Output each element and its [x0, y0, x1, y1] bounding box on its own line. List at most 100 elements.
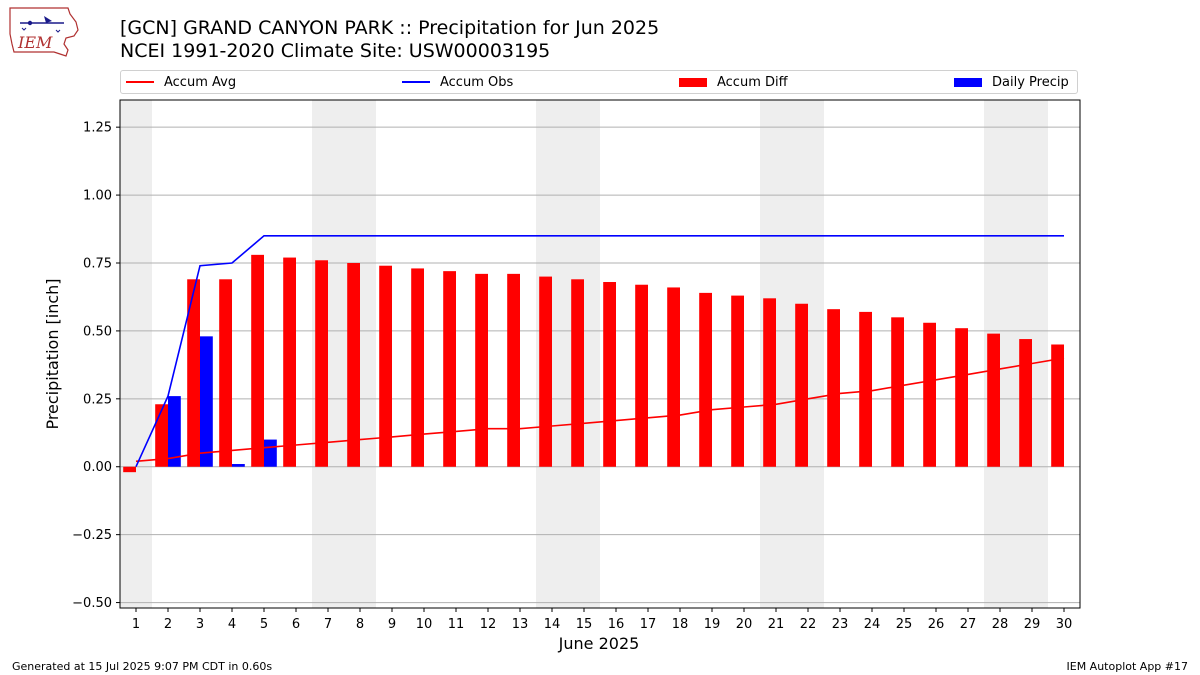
bar-accum-diff — [667, 287, 680, 467]
bar-accum-diff — [1051, 344, 1064, 467]
bar-accum-diff — [891, 317, 904, 467]
x-tick-label: 6 — [292, 617, 300, 632]
chart-subtitle: NCEI 1991-2020 Climate Site: USW00003195 — [120, 40, 551, 62]
chart-legend: Accum Avg Accum Obs Accum Diff Daily Pre… — [120, 70, 1078, 94]
x-tick-label: 25 — [896, 617, 913, 632]
bar-accum-diff — [923, 322, 936, 467]
legend-swatch-accum-diff — [679, 77, 707, 87]
bar-accum-diff — [763, 298, 776, 467]
bar-accum-diff — [635, 284, 648, 467]
x-tick-label: 2 — [164, 617, 172, 632]
weekend-shade-0 — [120, 100, 152, 608]
bar-accum-diff — [731, 295, 744, 467]
x-tick-label: 22 — [800, 617, 817, 632]
x-tick-label: 17 — [640, 617, 657, 632]
y-tick-label: 0.50 — [83, 324, 112, 339]
iem-logo: IEM — [9, 7, 79, 57]
x-tick-label: 14 — [544, 617, 561, 632]
bar-accum-diff — [379, 265, 392, 467]
chart-header: IEM [GCN] GRAND CANYON PARK :: Precipita… — [0, 0, 1200, 70]
line-accum-avg — [135, 357, 1065, 463]
axes — [116, 99, 1081, 612]
precipitation-chart: −0.50−0.250.000.250.500.751.001.251 2 3 4 5 6… — [43, 99, 1081, 653]
y-tick-label: 0.00 — [83, 460, 112, 475]
x-tick-label: 4 — [228, 617, 236, 632]
x-axis-label: June 2025 — [558, 634, 640, 653]
legend-label-daily-precip: Daily Precip — [992, 74, 1069, 90]
x-tick-label: 28 — [992, 617, 1009, 632]
bar-accum-diff — [507, 273, 520, 467]
bar-accum-diff — [443, 271, 456, 467]
y-tick-label: 0.75 — [83, 256, 112, 271]
x-tick-label: 20 — [736, 617, 753, 632]
x-tick-label: 30 — [1056, 617, 1073, 632]
bar-accum-diff — [699, 292, 712, 467]
x-tick-label: 13 — [512, 617, 529, 632]
bar-accum-diff — [123, 466, 136, 473]
x-tick-label: 3 — [196, 617, 204, 632]
y-tick-label: 1.00 — [83, 189, 112, 204]
bar-accum-diff — [187, 279, 200, 467]
bar-accum-diff — [987, 333, 1000, 467]
y-tick-label: −0.25 — [72, 528, 112, 543]
bar-accum-diff — [283, 257, 296, 467]
bar-accum-diff — [539, 276, 552, 467]
x-tick-label: 11 — [448, 617, 465, 632]
bar-accum-diff — [1019, 339, 1032, 467]
bar-daily-precip — [168, 396, 181, 467]
x-tick-label: 19 — [704, 617, 721, 632]
y-axis-label: Precipitation [inch] — [43, 278, 62, 429]
x-tick-label: 26 — [928, 617, 945, 632]
x-tick-label: 1 — [132, 617, 140, 632]
x-tick-label: 10 — [416, 617, 433, 632]
x-tick-label: 24 — [864, 617, 881, 632]
x-tick-label: 5 — [260, 617, 268, 632]
tick-labels: −0.50−0.250.000.250.500.751.001.251 2 3 4 5 6… — [72, 121, 1072, 632]
x-tick-label: 18 — [672, 617, 689, 632]
bar-accum-diff — [827, 309, 840, 467]
bar-accum-diff — [955, 328, 968, 467]
legend-swatch-accum-obs — [402, 81, 430, 83]
footer-generated: Generated at 15 Jul 2025 9:07 PM CDT in … — [12, 660, 273, 673]
bars — [123, 254, 1064, 473]
plot-frame — [119, 99, 1081, 609]
x-tick-label: 9 — [388, 617, 396, 632]
y-tick-label: −0.50 — [72, 596, 112, 611]
bar-accum-diff — [859, 311, 872, 467]
bar-accum-diff — [155, 404, 168, 467]
legend-item-accum-obs: Accum Obs — [402, 71, 513, 93]
x-tick-label: 21 — [768, 617, 785, 632]
bar-daily-precip — [264, 439, 277, 467]
legend-label-accum-diff: Accum Diff — [717, 74, 788, 90]
bar-accum-diff — [411, 268, 424, 467]
x-tick-label: 12 — [480, 617, 497, 632]
bar-accum-diff — [571, 279, 584, 467]
x-tick-label: 27 — [960, 617, 977, 632]
x-tick-label: 7 — [324, 617, 332, 632]
legend-item-accum-avg: Accum Avg — [126, 71, 236, 93]
legend-item-daily-precip: Daily Precip — [954, 71, 1069, 93]
x-tick-label: 23 — [832, 617, 849, 632]
bar-daily-precip — [232, 464, 245, 467]
x-tick-label: 16 — [608, 617, 625, 632]
x-tick-label: 29 — [1024, 617, 1041, 632]
chart-title: [GCN] GRAND CANYON PARK :: Precipitation… — [120, 17, 660, 39]
y-tick-label: 0.25 — [83, 392, 112, 407]
y-tick-label: 1.25 — [83, 121, 112, 136]
x-tick-label: 15 — [576, 617, 593, 632]
legend-swatch-daily-precip — [954, 77, 982, 87]
bar-accum-diff — [795, 303, 808, 467]
bar-daily-precip — [200, 336, 213, 467]
legend-label-accum-avg: Accum Avg — [164, 74, 237, 90]
bar-accum-diff — [219, 279, 232, 467]
series-lines — [135, 235, 1065, 468]
bar-accum-diff — [475, 273, 488, 467]
legend-swatch-accum-avg — [126, 81, 154, 83]
bar-accum-diff — [603, 282, 616, 467]
gridlines — [120, 126, 1080, 604]
legend-item-accum-diff: Accum Diff — [679, 71, 788, 93]
line-accum-obs — [135, 235, 1064, 468]
bar-accum-diff — [251, 254, 264, 467]
legend-label-accum-obs: Accum Obs — [440, 74, 514, 90]
bar-accum-diff — [347, 262, 360, 467]
